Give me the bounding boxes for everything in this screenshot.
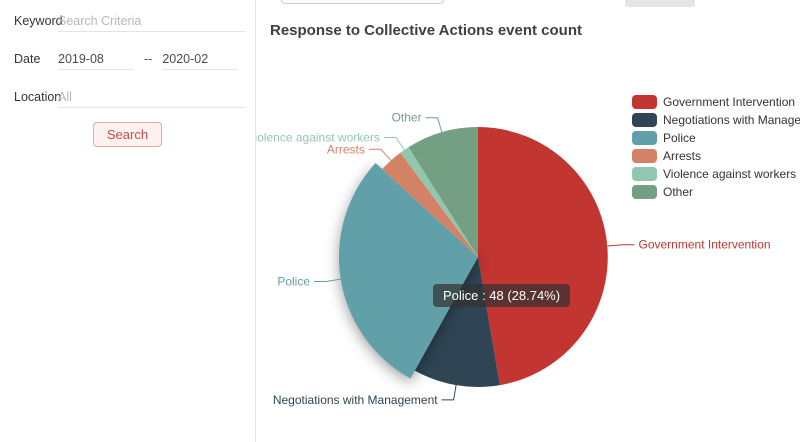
legend-item-police[interactable]: Police: [632, 131, 800, 145]
pie-label-line-violence-against-workers: [383, 137, 405, 151]
legend-label-arrests: Arrests: [663, 149, 702, 163]
filter-sidebar: Keyword Date -- Location Search: [0, 0, 256, 442]
legend-label-negotiations-with-management: Negotiations with Management: [663, 113, 800, 127]
legend-item-violence-against-workers[interactable]: Violence against workers: [632, 167, 800, 181]
pie-label-other: Other: [392, 111, 422, 125]
pie-label-line-other: [425, 117, 443, 133]
legend-label-other: Other: [663, 185, 694, 199]
pie-label-arrests: Arrests: [327, 142, 365, 156]
legend-label-police: Police: [663, 131, 696, 145]
legend-item-arrests[interactable]: Arrests: [632, 149, 800, 163]
pie-chart: Government Intervention Negotiations with…: [256, 111, 771, 407]
location-label: Location: [14, 90, 62, 104]
legend-label-government-intervention: Government Intervention: [663, 95, 796, 109]
legend-item-other[interactable]: Other: [632, 185, 800, 199]
pie-label-negotiations-with-management: Negotiations with Management: [273, 393, 438, 407]
location-row: Location: [0, 84, 255, 110]
legend-label-violence-against-workers: Violence against workers: [663, 167, 797, 181]
date-label: Date: [14, 52, 41, 66]
chart-legend: Government Intervention Negotiations with…: [632, 95, 800, 203]
chart-title: Response to Collective Actions event cou…: [270, 22, 583, 39]
search-button[interactable]: Search: [92, 122, 163, 147]
pie-label-line-police: [314, 278, 341, 282]
date-from-input[interactable]: [58, 48, 134, 70]
legend-swatch-other: [632, 185, 657, 199]
keyword-row: Keyword: [0, 8, 255, 34]
date-row: Date --: [0, 46, 255, 72]
location-input[interactable]: [58, 86, 245, 108]
legend-item-negotiations-with-management[interactable]: Negotiations with Management: [632, 113, 800, 127]
pie-slice-other[interactable]: [408, 127, 479, 257]
pie-slice-government-intervention[interactable]: [478, 127, 608, 386]
pie-slice-arrests[interactable]: [382, 152, 478, 257]
pie-label-police: Police: [277, 275, 310, 289]
pie-label-line-negotiations-with-management: [441, 385, 457, 401]
pie-slice-violence-against-workers[interactable]: [400, 147, 478, 257]
legend-swatch-arrests: [632, 149, 657, 163]
legend-swatch-violence-against-workers: [632, 167, 657, 181]
pie-label-violence-against-workers: Violence against workers: [256, 131, 380, 145]
pie-label-line-arrests: [368, 148, 392, 161]
top-button-partial[interactable]: [625, 0, 695, 7]
keyword-label: Keyword: [14, 14, 63, 28]
date-range-separator: --: [144, 52, 153, 66]
legend-swatch-government-intervention: [632, 95, 657, 109]
pie-label-line-government-intervention: [607, 244, 635, 247]
pie-slice-police[interactable]: [338, 163, 478, 379]
date-to-input[interactable]: [162, 48, 239, 70]
keyword-input[interactable]: [58, 10, 245, 32]
legend-swatch-negotiations-with-management: [632, 113, 657, 127]
chart-panel: Response to Collective Actions event cou…: [256, 0, 800, 442]
pie-label-government-intervention: Government Intervention: [639, 238, 771, 252]
legend-item-government-intervention[interactable]: Government Intervention: [632, 95, 800, 109]
legend-swatch-police: [632, 131, 657, 145]
top-input-partial[interactable]: [281, 0, 444, 4]
